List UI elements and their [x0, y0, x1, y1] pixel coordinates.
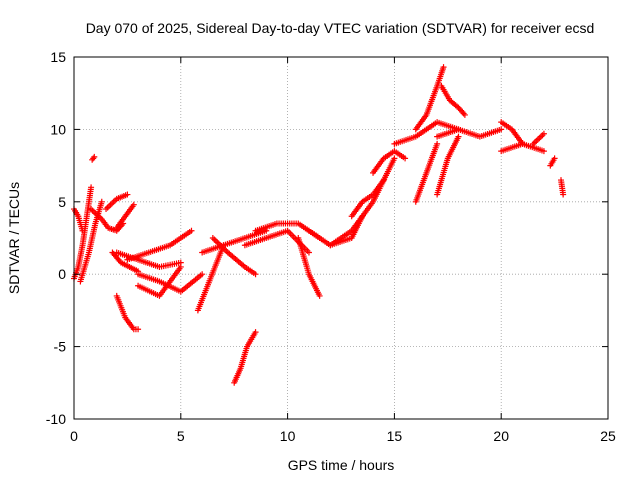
data-point [88, 206, 95, 213]
data-point [199, 271, 206, 278]
series-t02 [71, 206, 86, 234]
data-marks [71, 64, 567, 386]
x-tick-label: 20 [493, 428, 509, 444]
y-tick-label: 5 [58, 194, 66, 210]
grid-lines [74, 57, 608, 419]
series-t17 [231, 329, 259, 386]
y-tick-label: 15 [50, 49, 66, 65]
data-point [252, 329, 259, 336]
series-t16 [209, 235, 259, 278]
axis-ticks: 0 5 10 15 20 25 -10 -5 0 5 10 15 [46, 49, 616, 444]
data-point [135, 326, 142, 333]
series-t04 [89, 153, 98, 163]
data-point [90, 155, 97, 162]
data-point [440, 64, 447, 71]
data-point [91, 153, 98, 160]
series-t34 [547, 155, 558, 169]
data-point [498, 126, 505, 133]
series-t13 [135, 263, 184, 299]
x-tick-label: 10 [280, 428, 296, 444]
series-t12 [135, 271, 206, 295]
data-point [540, 148, 547, 155]
series-t35 [558, 177, 567, 198]
x-tick-label: 5 [177, 428, 185, 444]
y-tick-label: 10 [50, 121, 66, 137]
series-t03 [77, 198, 105, 285]
data-point [434, 140, 441, 147]
series-t09 [113, 201, 137, 231]
series-t23 [327, 155, 398, 249]
x-tick-label: 25 [600, 428, 616, 444]
series-t30 [434, 126, 505, 140]
x-axis-label: GPS time / hours [288, 457, 395, 473]
data-point [88, 184, 95, 191]
series-t11 [124, 227, 195, 263]
y-tick-label: 0 [58, 266, 66, 282]
series-t01 [71, 184, 95, 282]
series-t08 [113, 292, 142, 333]
series-t27 [438, 82, 468, 118]
data-point [560, 191, 567, 198]
data-point [209, 235, 216, 241]
data-point [263, 227, 270, 234]
series-t06 [103, 191, 131, 213]
data-point [252, 271, 259, 278]
data-point [98, 198, 105, 205]
data-point [402, 155, 409, 162]
series-t07 [109, 249, 142, 275]
data-point [188, 227, 195, 234]
series-t24 [370, 148, 409, 176]
data-point [461, 111, 468, 118]
series-t28 [412, 140, 441, 205]
plot-frame [73, 56, 609, 420]
data-point [124, 191, 131, 198]
data-point [130, 201, 137, 208]
y-axis-label: SDTVAR / TECUs [6, 182, 22, 294]
x-tick-label: 15 [387, 428, 403, 444]
series-t26 [412, 64, 447, 133]
data-point [391, 155, 398, 162]
series-t33 [530, 130, 547, 147]
data-point [212, 237, 219, 244]
y-tick-label: -10 [46, 411, 66, 427]
data-point [305, 249, 312, 256]
data-point [540, 130, 547, 137]
data-point [551, 155, 558, 162]
series-t31 [498, 119, 526, 147]
chart-title: Day 070 of 2025, Sidereal Day-to-day VTE… [86, 20, 595, 36]
data-point [177, 263, 184, 270]
y-tick-label: -5 [54, 339, 67, 355]
series-t32 [498, 140, 547, 155]
series-t20 [295, 235, 323, 299]
data-point [211, 236, 218, 243]
data-point [455, 133, 462, 140]
data-point [316, 292, 323, 299]
series-t29 [434, 133, 462, 198]
x-tick-label: 0 [70, 428, 78, 444]
data-point [79, 227, 86, 234]
